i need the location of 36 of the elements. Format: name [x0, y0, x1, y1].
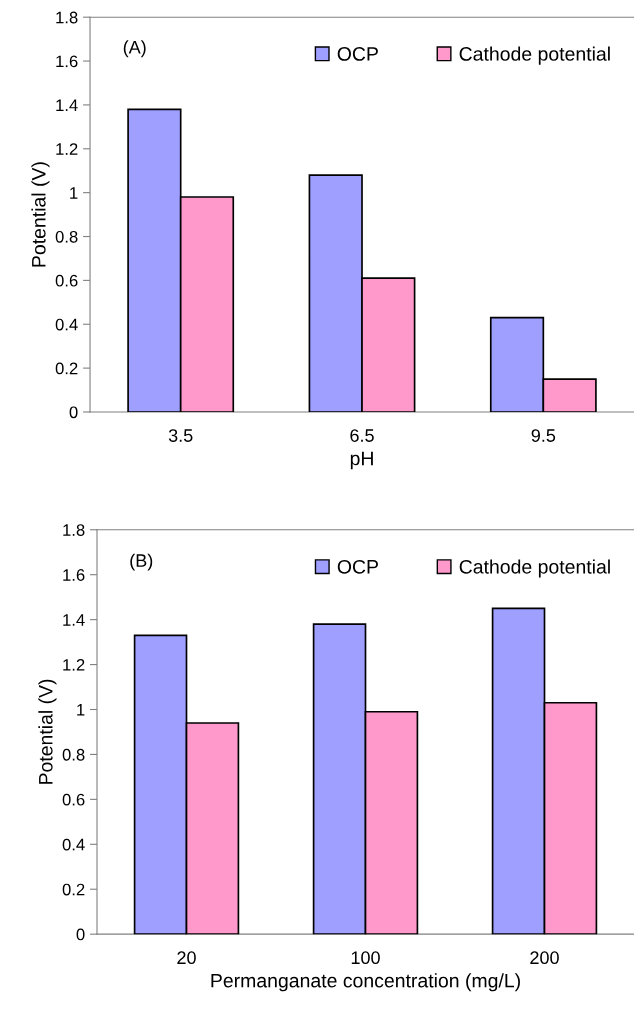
y-tick-label: 0.4 [55, 318, 78, 331]
annotation: (B) [130, 553, 153, 571]
legend-label: OCP [337, 47, 378, 61]
y-tick-label: 0.2 [55, 362, 78, 375]
y-tick-label: 1.2 [63, 658, 85, 671]
x-tick-label: 20 [177, 951, 196, 965]
x-tick-label: 9.5 [531, 429, 556, 442]
y-tick-label: 0.2 [62, 883, 85, 896]
y-tick-label: 0.8 [55, 230, 78, 243]
x-axis-title: pH [350, 451, 373, 470]
y-tick-label: 1.6 [56, 55, 78, 68]
y-axis-title: Potential (V) [38, 679, 57, 784]
y-tick-label: 0.8 [62, 748, 85, 761]
y-tick-label: 1.4 [63, 614, 85, 626]
legend-label: Cathode potential [459, 46, 610, 65]
y-axis-title: Potential (V) [31, 162, 50, 267]
x-axis-title: Permanganate concentration (mg/L) [211, 973, 520, 992]
x-tick-label: 100 [351, 951, 380, 965]
y-tick-label: 1.8 [56, 11, 78, 24]
x-tick-label: 200 [530, 951, 559, 965]
y-tick-label: 1.4 [56, 99, 78, 111]
x-tick-label: 6.5 [350, 429, 374, 442]
y-tick-label: 1.8 [63, 524, 85, 536]
y-tick-label: 0.4 [62, 838, 85, 851]
x-tick-label: 3.5 [168, 429, 193, 442]
y-tick-label: 1 [77, 704, 85, 716]
y-tick-label: 0 [76, 928, 85, 941]
y-tick-label: 0.6 [62, 793, 85, 806]
y-tick-label: 0.6 [55, 274, 78, 287]
legend-label: OCP [337, 559, 378, 574]
legend-label: Cathode potential [459, 559, 610, 578]
y-tick-label: 1.6 [63, 569, 85, 581]
annotation: (A) [123, 40, 146, 58]
y-tick-label: 1.2 [56, 143, 78, 155]
y-tick-label: 1 [70, 187, 78, 199]
y-tick-label: 0 [69, 406, 78, 419]
